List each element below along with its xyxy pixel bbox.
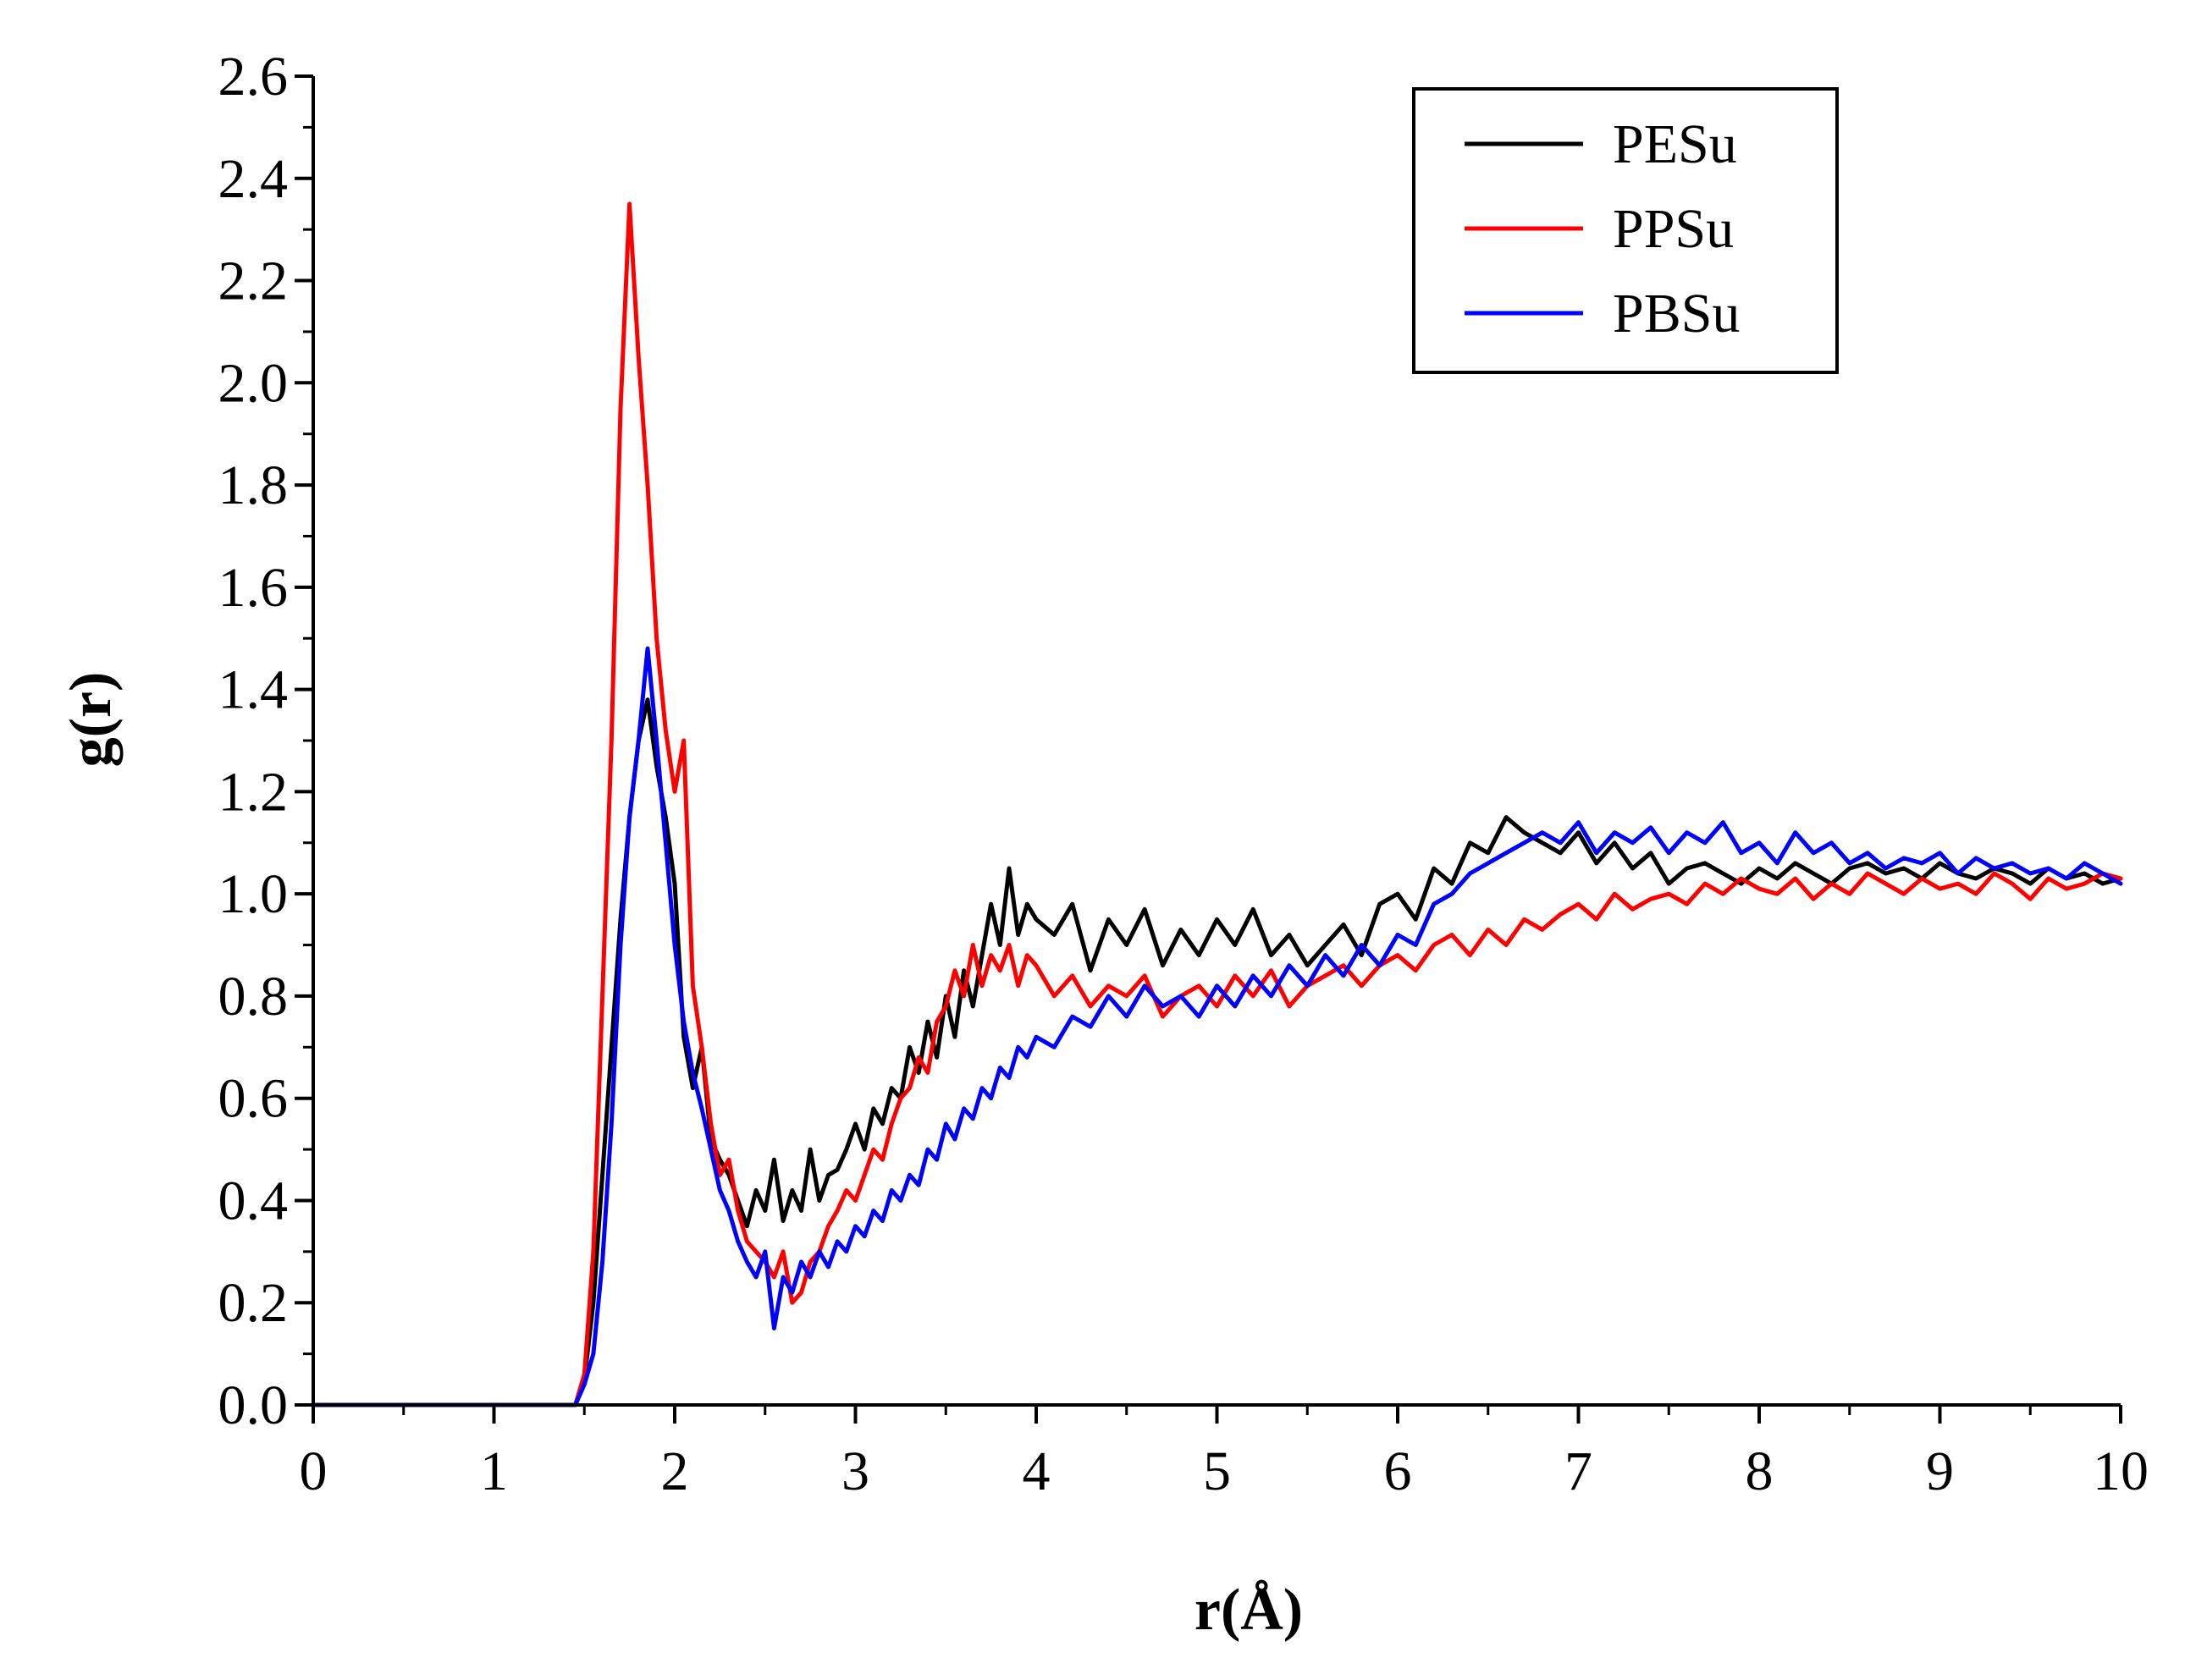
y-tick-label: 2.2	[218, 251, 289, 312]
y-tick-label: 2.0	[218, 352, 289, 414]
y-tick-label: 1.8	[218, 454, 289, 516]
y-tick-label: 0.4	[218, 1170, 289, 1231]
y-tick-label: 2.4	[218, 148, 289, 210]
x-tick-label: 3	[841, 1440, 869, 1502]
legend-label-ppsu: PPSu	[1613, 198, 1734, 260]
x-tick-label: 0	[300, 1440, 328, 1502]
x-tick-label: 4	[1023, 1440, 1051, 1502]
legend: PESu PPSu PBSu	[1412, 87, 1839, 374]
series-line-pbsu	[311, 646, 2123, 1407]
legend-label-pbsu: PBSu	[1613, 283, 1740, 344]
x-tick-label: 8	[1746, 1440, 1774, 1502]
y-tick-label: 1.6	[218, 557, 289, 619]
x-tick-label: 7	[1564, 1440, 1592, 1502]
x-tick-label: 10	[2093, 1440, 2149, 1502]
x-tick-label: 6	[1384, 1440, 1412, 1502]
axes-layer: 0.0 0.2 0.4 0.6 0.8 1.0 1.2 1.4 1.6 1.8 2.0 2.2 2.4 2…	[218, 46, 2149, 1502]
y-tick-label: 0.0	[218, 1374, 289, 1436]
y-tick-label: 1.2	[218, 761, 289, 823]
x-tick-label: 5	[1203, 1440, 1231, 1502]
x-tick-label: 9	[1926, 1440, 1954, 1502]
y-tick-label: 1.0	[218, 863, 289, 925]
x-tick-label: 1	[480, 1440, 508, 1502]
y-axis-title: g(r)	[58, 672, 124, 768]
y-tick-label: 0.6	[218, 1068, 289, 1130]
y-tick-label: 0.2	[218, 1272, 289, 1334]
x-axis-title: r(Å)	[1195, 1578, 1303, 1643]
legend-label-pesu: PESu	[1613, 113, 1737, 175]
x-tick-label: 2	[661, 1440, 689, 1502]
y-tick-label: 0.8	[218, 966, 289, 1027]
series-layer	[311, 201, 2123, 1407]
y-tick-label: 1.4	[218, 659, 289, 721]
series-line-ppsu	[311, 201, 2123, 1407]
y-tick-label: 2.6	[218, 46, 289, 107]
